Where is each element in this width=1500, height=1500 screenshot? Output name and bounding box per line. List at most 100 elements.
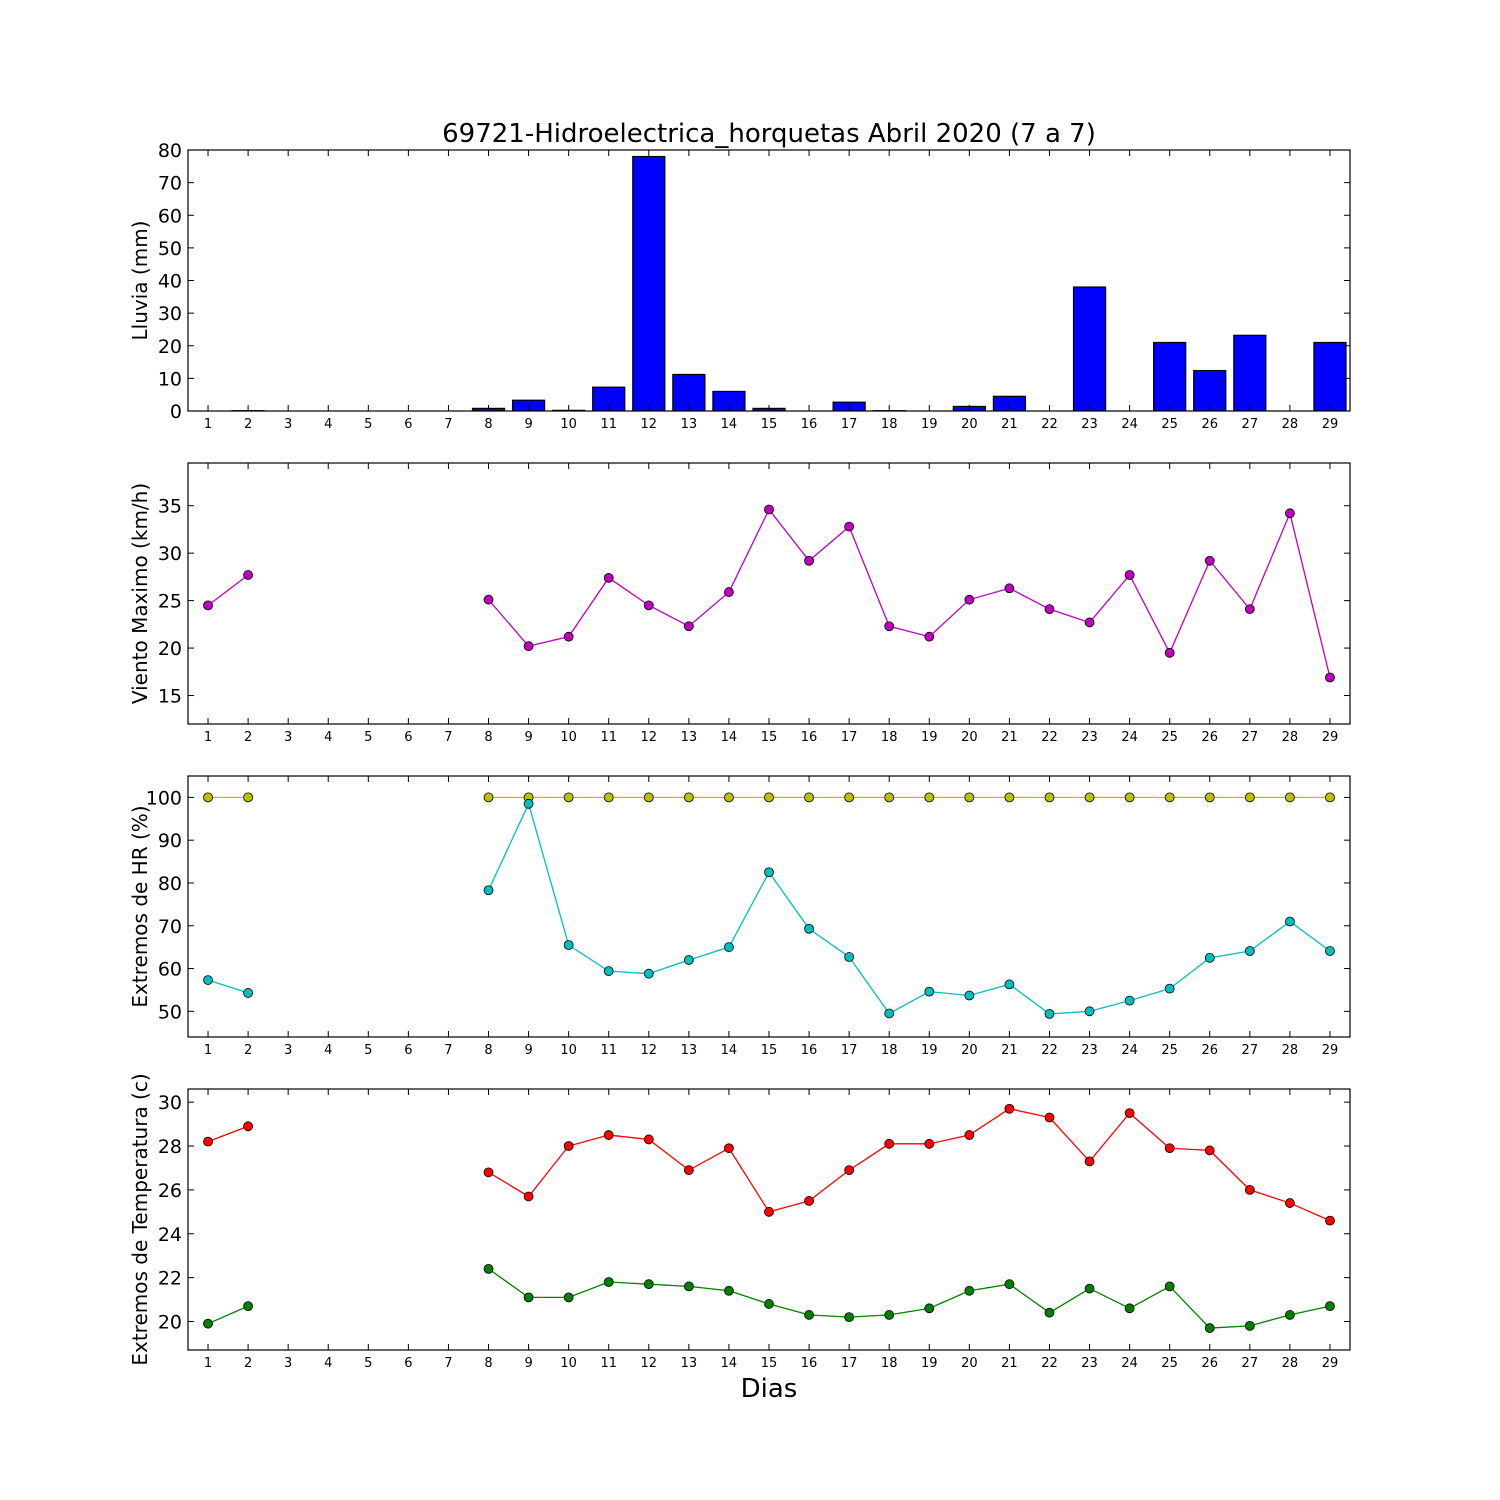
data-point xyxy=(804,1195,814,1206)
data-point xyxy=(1285,1310,1295,1320)
data-point xyxy=(483,1263,494,1274)
x-tick-label: 12 xyxy=(641,1356,658,1371)
x-tick-label: 6 xyxy=(404,730,412,745)
data-point xyxy=(523,1191,534,1202)
data-point xyxy=(603,966,614,977)
x-tick-label: 25 xyxy=(1161,1043,1178,1058)
data-point xyxy=(243,1121,254,1132)
y-axis-label: Extremos de HR (%) xyxy=(128,805,152,1007)
x-tick-label: 7 xyxy=(444,1356,452,1371)
y-tick-label: 100 xyxy=(146,787,182,809)
x-tick-label: 26 xyxy=(1201,1356,1218,1371)
data-point xyxy=(764,792,774,803)
data-point xyxy=(764,504,774,515)
data-point xyxy=(203,600,213,611)
data-point xyxy=(804,792,814,803)
data-point xyxy=(1124,1303,1135,1314)
x-tick-label: 8 xyxy=(484,1356,492,1371)
x-tick-label: 11 xyxy=(600,1043,617,1058)
data-point xyxy=(643,600,654,611)
x-tick-label: 7 xyxy=(444,730,452,745)
x-tick-label: 26 xyxy=(1201,417,1218,432)
x-tick-label: 1 xyxy=(204,417,212,432)
y-tick-label: 20 xyxy=(158,1311,182,1333)
x-tick-label: 10 xyxy=(560,417,577,432)
data-point xyxy=(243,988,254,998)
y-tick-label: 40 xyxy=(158,271,182,293)
y-tick-label: 60 xyxy=(158,959,182,981)
data-point xyxy=(643,968,654,979)
data-point xyxy=(523,641,534,652)
x-tick-label: 3 xyxy=(284,1356,292,1371)
data-point xyxy=(203,1318,213,1329)
x-tick-label: 12 xyxy=(641,417,658,432)
y-tick-label: 26 xyxy=(158,1180,182,1202)
x-tick-label: 15 xyxy=(761,1356,778,1371)
data-point xyxy=(804,555,814,566)
x-tick-label: 17 xyxy=(841,730,858,745)
x-tick-label: 4 xyxy=(324,730,332,745)
data-point xyxy=(683,1165,694,1176)
data-point xyxy=(924,631,935,642)
x-tick-label: 23 xyxy=(1081,1356,1098,1371)
data-point xyxy=(884,1138,895,1149)
data-point xyxy=(1325,1215,1335,1226)
bar xyxy=(1193,369,1227,411)
x-tick-label: 13 xyxy=(681,417,698,432)
data-point xyxy=(1044,1307,1055,1318)
x-tick-label: 14 xyxy=(721,417,738,432)
x-tick-label: 29 xyxy=(1322,1356,1339,1371)
x-tick-label: 19 xyxy=(921,417,938,432)
x-tick-label: 14 xyxy=(721,1043,738,1058)
series-line xyxy=(207,1268,1331,1329)
data-point xyxy=(203,1136,213,1147)
data-point xyxy=(203,975,213,985)
x-tick-label: 21 xyxy=(1001,1356,1018,1371)
y-tick-label: 25 xyxy=(158,591,182,613)
data-point xyxy=(243,792,254,803)
bar xyxy=(1072,286,1107,411)
data-point xyxy=(884,792,895,803)
data-point xyxy=(1124,1108,1135,1119)
x-tick-label: 22 xyxy=(1041,417,1058,432)
x-tick-label: 15 xyxy=(761,730,778,745)
y-tick-label: 60 xyxy=(158,205,182,227)
x-tick-label: 22 xyxy=(1041,1356,1058,1371)
x-tick-label: 1 xyxy=(204,1043,212,1058)
data-point xyxy=(563,940,574,950)
x-tick-label: 7 xyxy=(444,1043,452,1058)
data-point xyxy=(1325,1301,1335,1312)
data-point xyxy=(1204,952,1215,963)
data-point xyxy=(1164,983,1175,994)
x-tick-label: 21 xyxy=(1001,1043,1018,1058)
data-point xyxy=(764,1299,774,1309)
data-point xyxy=(523,798,534,809)
y-tick-label: 0 xyxy=(170,401,182,423)
x-tick-label: 11 xyxy=(600,730,617,745)
x-tick-label: 21 xyxy=(1001,417,1018,432)
data-point xyxy=(884,621,895,632)
data-point xyxy=(643,1134,654,1145)
data-point xyxy=(483,594,494,605)
x-tick-label: 10 xyxy=(560,1356,577,1371)
data-point xyxy=(1004,1279,1015,1290)
data-point xyxy=(964,792,975,803)
y-tick-label: 20 xyxy=(158,336,182,358)
x-tick-label: 19 xyxy=(921,1356,938,1371)
x-tick-label: 1 xyxy=(204,730,212,745)
data-point xyxy=(1204,792,1215,803)
data-point xyxy=(884,1008,895,1019)
data-point xyxy=(1004,1103,1015,1114)
bar xyxy=(1313,341,1347,411)
x-tick-label: 27 xyxy=(1242,1043,1259,1058)
x-tick-label: 2 xyxy=(244,730,252,745)
x-tick-label: 4 xyxy=(324,1356,332,1371)
x-tick-label: 16 xyxy=(801,417,818,432)
x-tick-label: 23 xyxy=(1081,730,1098,745)
data-point xyxy=(764,1206,774,1217)
data-point xyxy=(724,1143,734,1154)
y-tick-label: 70 xyxy=(158,916,182,938)
data-point xyxy=(483,885,494,896)
x-tick-label: 9 xyxy=(524,417,532,432)
y-tick-label: 50 xyxy=(158,238,182,260)
